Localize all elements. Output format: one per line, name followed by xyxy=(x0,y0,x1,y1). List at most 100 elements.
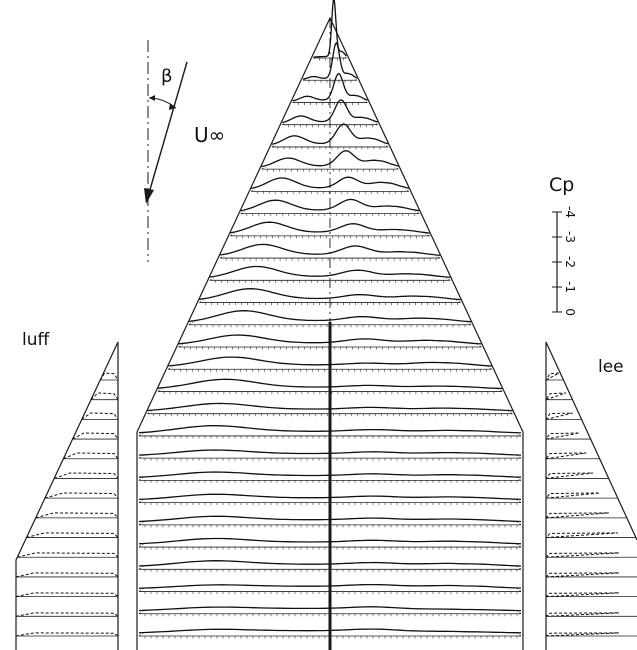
beta-arc-arrowhead-left xyxy=(149,95,155,101)
station-cp-curve xyxy=(545,532,618,539)
station-edge-left xyxy=(138,521,144,526)
station-edge-right xyxy=(516,521,522,526)
station-edge-left xyxy=(209,277,214,281)
station-cp-curve xyxy=(138,537,522,545)
wing-station-19 xyxy=(138,449,522,461)
station-edge-right xyxy=(477,344,482,348)
station-cp-curve xyxy=(17,552,119,558)
station-edge-right xyxy=(497,388,503,392)
lee-station-1 xyxy=(545,372,564,381)
cp-scale: Cp -4 -3 -2 -1 0 xyxy=(549,174,577,316)
station-edge-right xyxy=(394,166,399,170)
luff-station-11 xyxy=(15,572,119,578)
station-edge-right xyxy=(516,477,522,481)
station-cp-curve xyxy=(147,402,513,412)
lee-label: lee xyxy=(598,357,624,377)
station-edge-right xyxy=(516,499,522,503)
wing-station-3 xyxy=(292,72,368,105)
station-ticks xyxy=(267,169,394,172)
station-edge-right xyxy=(404,189,410,192)
station-edge-left xyxy=(199,299,204,303)
main-wing-planform xyxy=(136,0,524,650)
beta-label: β xyxy=(161,66,173,87)
lee-station-11 xyxy=(545,572,637,578)
station-edge-left xyxy=(138,543,144,548)
station-cp-curve xyxy=(545,552,620,558)
station-edge-right xyxy=(425,233,430,237)
wing-station-6 xyxy=(261,150,399,172)
station-ticks xyxy=(236,235,423,239)
station-ticks xyxy=(288,124,373,128)
station-edge-right xyxy=(466,322,472,326)
luff-station-1 xyxy=(99,372,119,381)
station-cp-curve xyxy=(99,372,119,381)
luff-station-12 xyxy=(15,592,119,598)
station-ticks xyxy=(144,613,518,617)
station-ticks xyxy=(308,80,352,83)
station-cp-curve xyxy=(282,99,378,124)
station-edge-left xyxy=(219,255,225,259)
station-ticks xyxy=(144,458,518,461)
station-cp-curve xyxy=(15,632,119,637)
freestream-vector xyxy=(148,61,188,194)
wing-station-9 xyxy=(230,221,430,239)
station-ticks xyxy=(144,569,518,572)
cp-tick-label-m4: -4 xyxy=(563,206,577,218)
luff-station-6 xyxy=(54,472,119,479)
station-edge-right xyxy=(352,78,358,81)
station-cp-curve xyxy=(240,198,420,212)
station-cp-curve xyxy=(178,334,482,345)
station-ticks xyxy=(184,347,473,350)
station-cp-curve xyxy=(545,572,620,578)
lee-station-10 xyxy=(545,552,637,558)
station-edge-left xyxy=(230,233,235,237)
station-edge-right xyxy=(383,144,389,148)
station-cp-curve xyxy=(545,432,580,440)
station-ticks xyxy=(225,258,437,261)
freestream-label: U∞ xyxy=(194,123,225,147)
station-cp-curve xyxy=(138,493,522,501)
station-cp-curve xyxy=(63,452,119,460)
station-cp-curve xyxy=(15,572,119,578)
wing-station-8 xyxy=(240,198,420,217)
wing-station-2 xyxy=(302,41,358,83)
station-edge-left xyxy=(138,565,144,570)
cp-tick-label-m2: -2 xyxy=(563,256,577,268)
lee-station-4 xyxy=(545,432,591,440)
wing-station-12 xyxy=(199,288,461,306)
station-cp-curve xyxy=(26,532,119,539)
station-edge-left xyxy=(240,211,245,214)
station-cp-curve xyxy=(138,471,522,478)
station-ticks xyxy=(144,435,518,439)
lee-station-2 xyxy=(545,392,573,401)
station-edge-right xyxy=(446,277,451,281)
wing-station-24 xyxy=(138,560,522,572)
station-ticks xyxy=(174,369,487,372)
station-ticks xyxy=(144,547,518,550)
lee-station-14 xyxy=(545,632,637,637)
station-edge-right xyxy=(435,255,441,259)
station-cp-curve xyxy=(35,512,119,519)
station-edge-left xyxy=(261,166,266,170)
cp-tick-label-0: 0 xyxy=(563,308,577,316)
lee-panel xyxy=(545,341,637,650)
station-cp-curve xyxy=(271,123,389,145)
wing-station-20 xyxy=(138,471,522,483)
freestream-arrowhead xyxy=(144,188,154,204)
luff-station-10 xyxy=(17,552,119,558)
station-cp-curve xyxy=(15,592,119,598)
station-edge-right xyxy=(487,366,492,370)
station-cp-curve xyxy=(138,606,522,612)
station-ticks xyxy=(215,280,444,283)
station-edge-left xyxy=(138,455,144,459)
station-cp-curve xyxy=(545,372,560,381)
station-ticks xyxy=(277,146,381,150)
wing-station-16 xyxy=(157,378,503,394)
cp-label: Cp xyxy=(549,174,574,196)
station-cp-curve xyxy=(199,288,461,301)
luff-panel-outline xyxy=(15,341,119,650)
station-edge-left xyxy=(138,632,144,637)
lee-station-5 xyxy=(545,452,600,460)
station-cp-curve xyxy=(219,243,440,256)
station-cp-curve xyxy=(545,632,620,637)
